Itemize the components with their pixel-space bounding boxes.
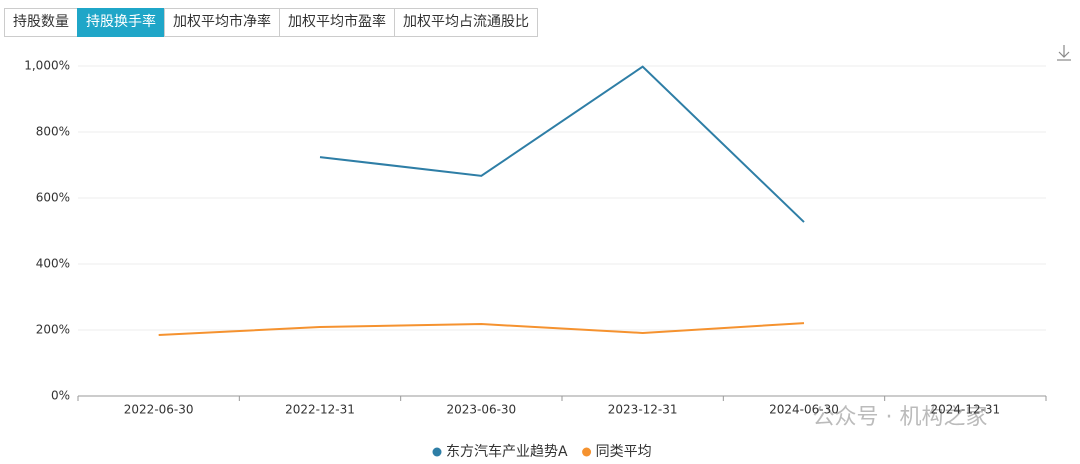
watermark: 公众号 · 机构之家 — [813, 405, 988, 430]
y-tick-label: 400% — [36, 257, 70, 271]
legend-marker — [582, 447, 592, 457]
x-tick-label: 2023-12-31 — [608, 403, 678, 417]
legend-marker — [432, 447, 442, 457]
x-tick-label: 2023-06-30 — [446, 403, 516, 417]
x-tick-label: 2022-12-31 — [285, 403, 355, 417]
legend-item[interactable]: 东方汽车产业趋势A — [432, 443, 568, 460]
tab[interactable]: 持股换手率 — [77, 8, 165, 37]
y-tick-label: 800% — [36, 125, 70, 139]
series-line — [319, 65, 805, 223]
legend-item[interactable]: 同类平均 — [582, 444, 652, 460]
tab[interactable]: 加权平均市净率 — [164, 8, 280, 37]
y-tick-label: 1,000% — [24, 59, 70, 73]
legend-label: 同类平均 — [596, 444, 652, 460]
legend-label: 东方汽车产业趋势A — [446, 443, 568, 460]
y-tick-label: 600% — [36, 191, 70, 205]
y-tick-label: 0% — [51, 389, 70, 403]
x-tick-label: 2022-06-30 — [124, 403, 194, 417]
tab-bar: 持股数量 持股换手率 加权平均市净率 加权平均市盈率 加权平均占流通股比 — [4, 8, 538, 37]
tab[interactable]: 持股数量 — [4, 8, 78, 37]
x-tick-label: 2024-06-30 — [769, 403, 839, 417]
download-icon[interactable] — [1057, 45, 1071, 61]
y-tick-label: 200% — [36, 323, 70, 337]
tab[interactable]: 加权平均占流通股比 — [394, 8, 538, 37]
series-line — [158, 322, 805, 336]
x-tick-label: 2024-12-31 — [930, 403, 1000, 417]
tab[interactable]: 加权平均市盈率 — [279, 8, 395, 37]
